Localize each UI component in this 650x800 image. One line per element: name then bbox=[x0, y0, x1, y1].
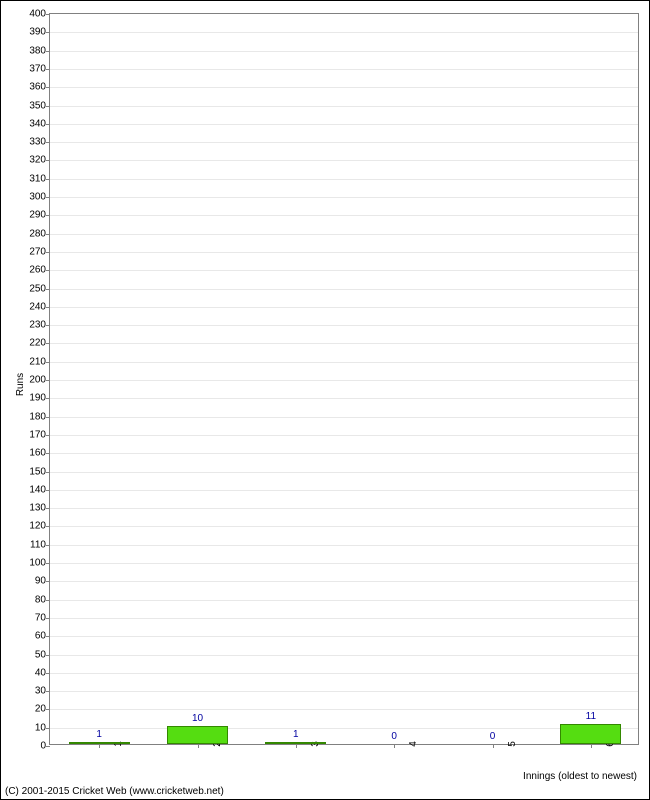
gridline bbox=[50, 362, 638, 363]
gridline bbox=[50, 69, 638, 70]
y-tick-label: 50 bbox=[35, 649, 50, 660]
y-tick-label: 60 bbox=[35, 631, 50, 642]
gridline bbox=[50, 106, 638, 107]
y-tick-label: 300 bbox=[29, 192, 50, 203]
y-tick-label: 230 bbox=[29, 320, 50, 331]
y-tick-label: 340 bbox=[29, 118, 50, 129]
gridline bbox=[50, 307, 638, 308]
y-tick-label: 190 bbox=[29, 393, 50, 404]
bar-value-label: 10 bbox=[192, 713, 203, 724]
bar bbox=[560, 724, 621, 744]
y-tick-label: 320 bbox=[29, 155, 50, 166]
gridline bbox=[50, 581, 638, 582]
y-tick-label: 170 bbox=[29, 429, 50, 440]
y-tick-label: 30 bbox=[35, 686, 50, 697]
gridline bbox=[50, 51, 638, 52]
y-tick-label: 270 bbox=[29, 246, 50, 257]
y-tick-label: 330 bbox=[29, 137, 50, 148]
gridline bbox=[50, 124, 638, 125]
gridline bbox=[50, 398, 638, 399]
y-tick-label: 180 bbox=[29, 411, 50, 422]
gridline bbox=[50, 728, 638, 729]
y-tick-label: 400 bbox=[29, 9, 50, 20]
gridline bbox=[50, 325, 638, 326]
x-axis-label: Innings (oldest to newest) bbox=[523, 771, 637, 782]
gridline bbox=[50, 270, 638, 271]
bar-value-label: 0 bbox=[490, 731, 496, 742]
gridline bbox=[50, 380, 638, 381]
y-tick-label: 70 bbox=[35, 612, 50, 623]
y-tick-label: 10 bbox=[35, 722, 50, 733]
bar bbox=[167, 726, 228, 744]
gridline bbox=[50, 289, 638, 290]
gridline bbox=[50, 87, 638, 88]
gridline bbox=[50, 142, 638, 143]
copyright-text: (C) 2001-2015 Cricket Web (www.cricketwe… bbox=[5, 786, 224, 797]
gridline bbox=[50, 563, 638, 564]
y-tick-label: 280 bbox=[29, 228, 50, 239]
gridline bbox=[50, 508, 638, 509]
y-tick-label: 360 bbox=[29, 82, 50, 93]
bar bbox=[265, 742, 326, 744]
x-tick-label: 4 bbox=[394, 741, 419, 747]
gridline bbox=[50, 160, 638, 161]
y-tick-label: 120 bbox=[29, 521, 50, 532]
chart-frame: 0102030405060708090100110120130140150160… bbox=[0, 0, 650, 800]
y-tick-label: 100 bbox=[29, 558, 50, 569]
bar-value-label: 0 bbox=[391, 731, 397, 742]
gridline bbox=[50, 453, 638, 454]
y-tick-label: 240 bbox=[29, 301, 50, 312]
bar-value-label: 1 bbox=[96, 729, 102, 740]
gridline bbox=[50, 709, 638, 710]
gridline bbox=[50, 252, 638, 253]
y-tick-label: 370 bbox=[29, 63, 50, 74]
y-tick-label: 140 bbox=[29, 484, 50, 495]
y-tick-label: 200 bbox=[29, 375, 50, 386]
bar-value-label: 11 bbox=[586, 711, 596, 722]
gridline bbox=[50, 417, 638, 418]
gridline bbox=[50, 600, 638, 601]
bar bbox=[69, 742, 130, 744]
gridline bbox=[50, 691, 638, 692]
y-tick-label: 20 bbox=[35, 704, 50, 715]
y-tick-label: 390 bbox=[29, 27, 50, 38]
y-tick-label: 150 bbox=[29, 466, 50, 477]
gridline bbox=[50, 179, 638, 180]
x-tick-label: 5 bbox=[493, 741, 518, 747]
y-tick-label: 40 bbox=[35, 667, 50, 678]
gridline bbox=[50, 343, 638, 344]
y-tick-label: 310 bbox=[29, 173, 50, 184]
y-tick-label: 380 bbox=[29, 45, 50, 56]
y-tick-label: 80 bbox=[35, 594, 50, 605]
y-tick-label: 130 bbox=[29, 503, 50, 514]
y-tick-label: 0 bbox=[40, 741, 50, 752]
gridline bbox=[50, 472, 638, 473]
plot-area: 0102030405060708090100110120130140150160… bbox=[49, 13, 639, 745]
y-tick-label: 350 bbox=[29, 100, 50, 111]
gridline bbox=[50, 636, 638, 637]
y-tick-label: 90 bbox=[35, 576, 50, 587]
y-tick-label: 210 bbox=[29, 356, 50, 367]
gridline bbox=[50, 545, 638, 546]
gridline bbox=[50, 618, 638, 619]
gridline bbox=[50, 197, 638, 198]
y-tick-label: 220 bbox=[29, 338, 50, 349]
y-tick-label: 250 bbox=[29, 283, 50, 294]
gridline bbox=[50, 526, 638, 527]
gridline bbox=[50, 435, 638, 436]
gridline bbox=[50, 490, 638, 491]
gridline bbox=[50, 655, 638, 656]
y-tick-label: 160 bbox=[29, 448, 50, 459]
gridline bbox=[50, 215, 638, 216]
y-tick-label: 290 bbox=[29, 210, 50, 221]
bar-value-label: 1 bbox=[293, 729, 299, 740]
gridline bbox=[50, 32, 638, 33]
y-tick-label: 260 bbox=[29, 265, 50, 276]
y-axis-label: Runs bbox=[15, 373, 26, 396]
gridline bbox=[50, 234, 638, 235]
gridline bbox=[50, 673, 638, 674]
y-tick-label: 110 bbox=[30, 539, 50, 550]
